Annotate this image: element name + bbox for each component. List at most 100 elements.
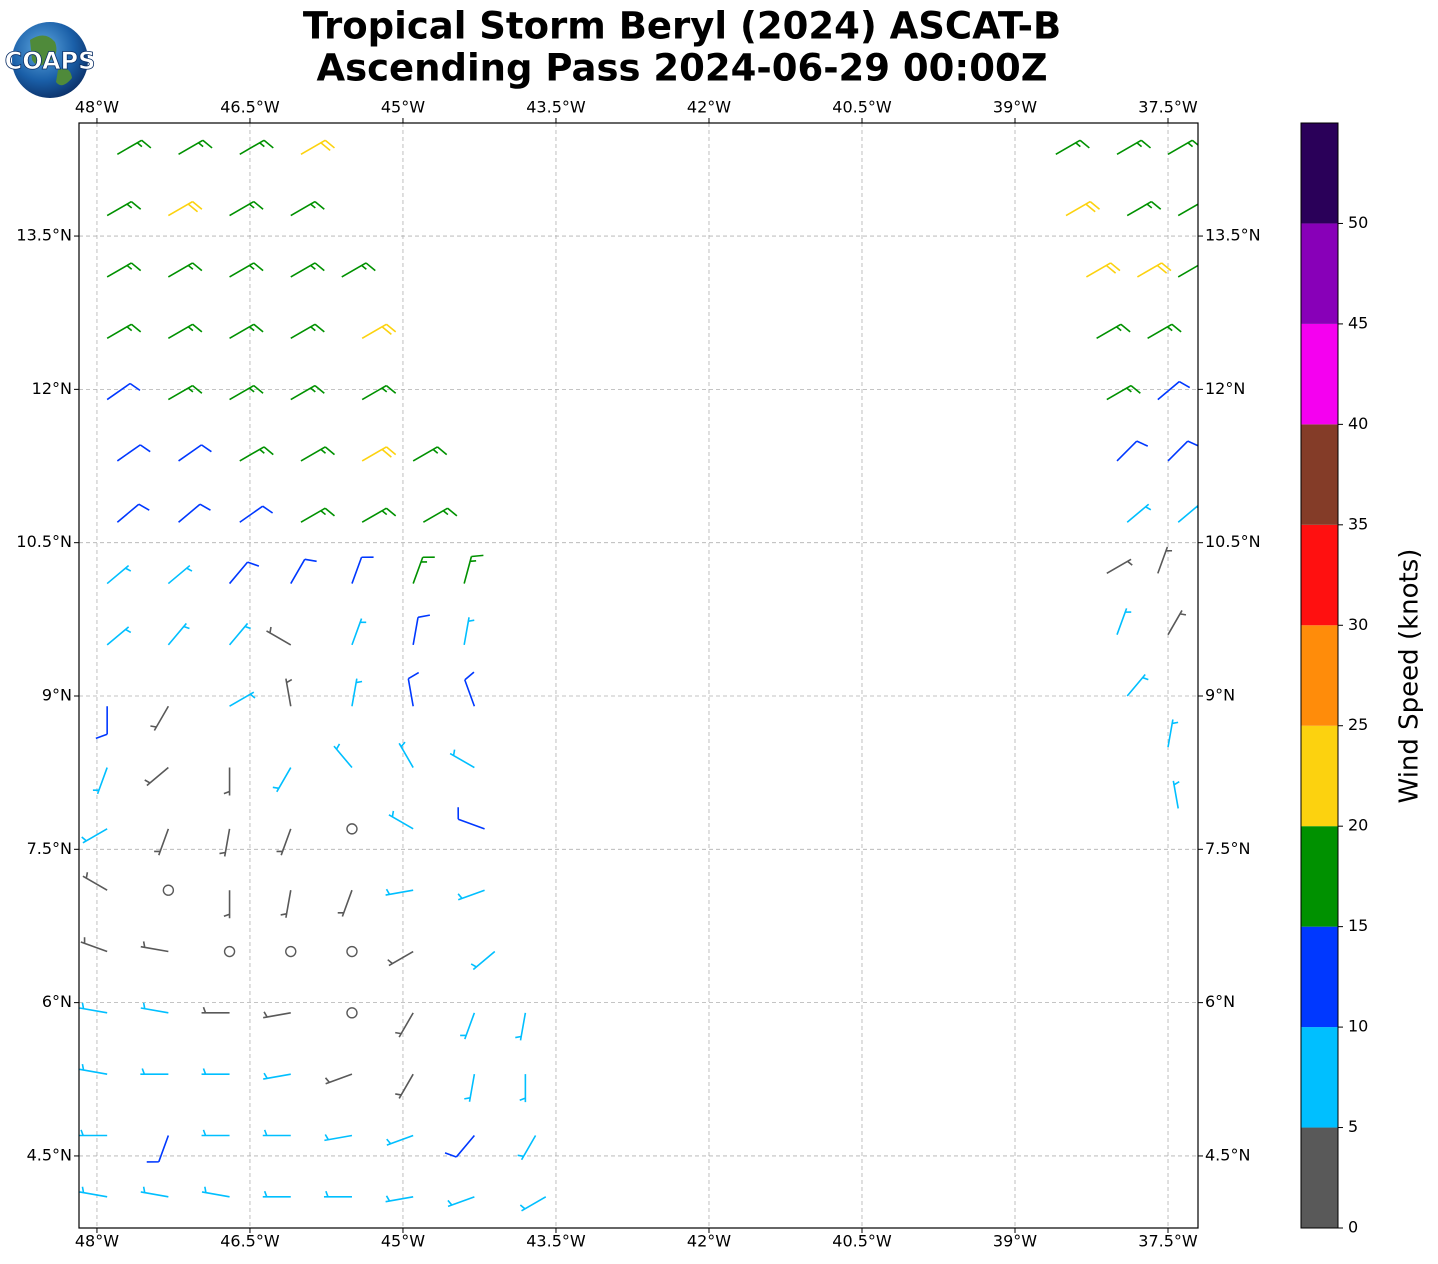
wind-barb (106, 200, 142, 217)
barb-path (263, 1011, 291, 1019)
wind-barb (116, 139, 152, 155)
wind-barb (239, 505, 274, 523)
barb-path (290, 262, 325, 278)
barb-path (351, 556, 374, 584)
barb-path (464, 1074, 476, 1102)
barb-path (398, 741, 414, 768)
calm-circle (162, 884, 175, 896)
wind-barb (229, 384, 264, 401)
wind-barb (178, 444, 212, 462)
barb-path (1106, 384, 1141, 401)
wind-barb (262, 1190, 291, 1198)
colorbar-label: Wind Speed (knots) (1395, 549, 1425, 804)
calm-circle (346, 1007, 358, 1019)
barb-path (1157, 380, 1191, 401)
wind-barb (464, 671, 476, 707)
wind-barb (263, 1072, 291, 1080)
colorbar-bin (1301, 826, 1338, 927)
wind-barb (463, 617, 475, 646)
barb-path (457, 807, 485, 830)
wind-barb (422, 507, 458, 523)
wind-barb (300, 446, 335, 462)
barb-path (361, 446, 397, 462)
wind-barb (140, 941, 169, 953)
colorbar-tick-label: 10 (1348, 1017, 1368, 1036)
wind-barb (263, 1011, 291, 1019)
y-tick-label: 13.5°N (16, 226, 72, 245)
barb-path (178, 139, 213, 155)
wind-barb (457, 889, 485, 901)
barb-path (79, 1186, 108, 1198)
barb-path (1167, 440, 1198, 462)
barb-path (239, 139, 274, 155)
wind-barb (1167, 719, 1179, 748)
colorbar-tick-label: 25 (1348, 715, 1368, 734)
wind-barb (351, 556, 374, 584)
x-tick-label: 40.5°W (832, 1232, 892, 1251)
barb-path (337, 889, 353, 917)
barb-path (407, 671, 420, 707)
wind-barb (1055, 139, 1090, 155)
wind-barb (444, 1134, 475, 1158)
wind-barb (290, 384, 325, 401)
y-tick-label: 10.5°N (16, 532, 72, 551)
wind-barb (290, 558, 317, 584)
wind-barb (290, 262, 325, 278)
barb-path (300, 507, 335, 523)
x-tick-label: 48°W (75, 1232, 119, 1251)
barb-path (300, 446, 335, 462)
barb-path (80, 937, 108, 953)
chart-subtitle: Ascending Pass 2024-06-29 00:00Z (316, 47, 1047, 90)
wind-barb (1147, 323, 1182, 339)
barb-path (323, 1190, 352, 1198)
x-tick-label: 46.5°W (220, 1232, 280, 1251)
wind-barb (79, 1063, 108, 1075)
barb-path (262, 1129, 291, 1137)
barb-path (463, 554, 484, 584)
y-tick-label: 13.5°N (1205, 226, 1261, 245)
barb-path (395, 1012, 414, 1038)
wind-barb (201, 1129, 230, 1137)
wind-barb (82, 872, 108, 891)
barb-path (412, 446, 448, 462)
y-tick-label: 9°N (42, 685, 72, 704)
wind-barb (79, 1129, 108, 1137)
barb-path (341, 262, 376, 278)
barb-path (280, 890, 292, 918)
colorbar-bin (1301, 323, 1338, 425)
x-tick-label: 37.5°W (1138, 1232, 1198, 1251)
wind-barb (346, 823, 358, 835)
wind-barb (341, 262, 376, 278)
barb-path (463, 617, 475, 646)
barb-path (79, 1129, 108, 1137)
barb-path (300, 139, 335, 155)
wind-barb (116, 503, 150, 523)
barb-path (1177, 264, 1198, 278)
barb-path (290, 558, 317, 584)
barb-path (361, 384, 397, 401)
wind-barb (1167, 440, 1198, 462)
wind-barb (386, 1134, 414, 1146)
wind-barb (266, 626, 292, 646)
barb-path (140, 1002, 169, 1014)
barb-path (361, 507, 397, 523)
barb-path (412, 556, 435, 584)
wind-barb (92, 767, 108, 795)
wind-barb (95, 706, 108, 740)
wind-barb (447, 1196, 475, 1208)
barb-path (1167, 719, 1179, 748)
barb-path (167, 200, 203, 217)
barb-path (106, 323, 142, 339)
wind-barb (1137, 262, 1172, 278)
barb-path (515, 1012, 527, 1041)
x-tick-label: 43.5°W (526, 98, 586, 117)
x-tick-label: 48°W (75, 98, 119, 117)
calm-circle (285, 945, 297, 958)
wind-barb (398, 741, 414, 768)
wind-barb (167, 384, 203, 401)
barb-path (290, 384, 325, 401)
barb-path (324, 1073, 353, 1085)
barb-path (154, 828, 170, 856)
chart-title: Tropical Storm Beryl (2024) ASCAT-B (303, 5, 1061, 48)
x-tick-label: 39°W (993, 1232, 1037, 1251)
